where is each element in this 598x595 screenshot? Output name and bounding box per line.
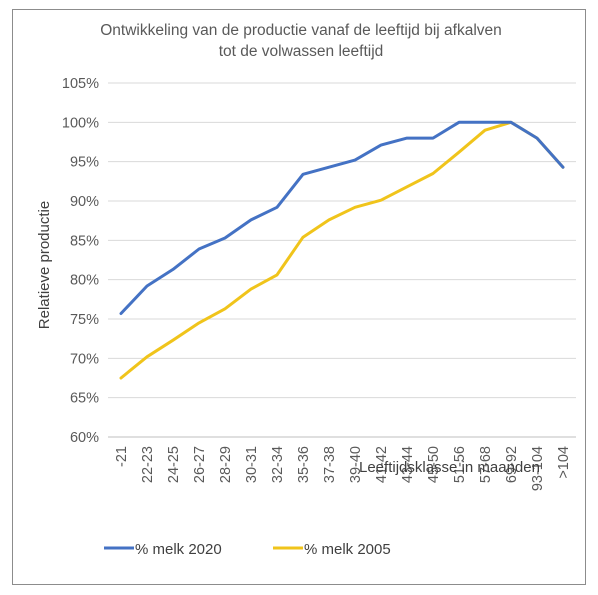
chart-title-line-1: Ontwikkeling van de productie vanaf de l… xyxy=(100,22,502,39)
y-tick-label: 100% xyxy=(62,115,99,131)
x-tick-label: >104 xyxy=(556,446,572,479)
y-tick-label: 80% xyxy=(70,273,99,289)
y-tick-label: 95% xyxy=(70,155,99,171)
y-tick-label: 90% xyxy=(70,194,99,210)
y-tick-label: 85% xyxy=(70,233,99,249)
x-tick-label: 43-44 xyxy=(400,446,416,483)
y-tick-label: 105% xyxy=(62,76,99,92)
y-axis-ticks: 60% 65% 70% 75% 80% 85% 90% 95% 100% 105% xyxy=(62,76,99,446)
y-axis-title: Relatieve productie xyxy=(36,201,53,329)
legend-label: % melk 2020 xyxy=(135,541,222,558)
x-tick-label: 35-36 xyxy=(296,446,312,483)
x-tick-label: 37-38 xyxy=(322,446,338,483)
x-axis-title: Leeftijdsklasse in maanden xyxy=(359,459,540,476)
legend: % melk 2020 % melk 2005 xyxy=(104,541,391,558)
x-tick-label: -21 xyxy=(114,446,130,467)
series-line xyxy=(119,120,565,380)
chart-title-line-2: tot de volwassen leeftijd xyxy=(219,43,384,60)
x-tick-label: 22-23 xyxy=(140,446,156,483)
x-tick-label: 93-104 xyxy=(530,446,546,491)
x-tick-label: 57-68 xyxy=(478,446,494,483)
y-tick-label: 65% xyxy=(70,391,99,407)
chart-frame xyxy=(12,9,586,585)
x-tick-label: 32-34 xyxy=(270,446,286,483)
x-tick-label: 45-50 xyxy=(426,446,442,483)
x-axis-ticks: -21 22-23 24-25 26-27 28-29 30-31 32-34 35-36 37… xyxy=(114,446,572,491)
gridlines xyxy=(108,82,576,438)
x-tick-label: 26-27 xyxy=(192,446,208,483)
series-line xyxy=(119,120,565,315)
x-tick-label: 39-40 xyxy=(348,446,364,483)
y-tick-label: 60% xyxy=(70,430,99,446)
x-tick-label: 69-92 xyxy=(504,446,520,483)
series-lines xyxy=(119,120,565,380)
x-tick-label: 28-29 xyxy=(218,446,234,483)
x-tick-label: 41-42 xyxy=(374,446,390,483)
y-tick-label: 75% xyxy=(70,312,99,328)
x-tick-label: 51-56 xyxy=(452,446,468,483)
x-tick-label: 30-31 xyxy=(244,446,260,483)
legend-label: % melk 2005 xyxy=(304,541,391,558)
y-tick-label: 70% xyxy=(70,351,99,367)
x-tick-label: 24-25 xyxy=(166,446,182,483)
